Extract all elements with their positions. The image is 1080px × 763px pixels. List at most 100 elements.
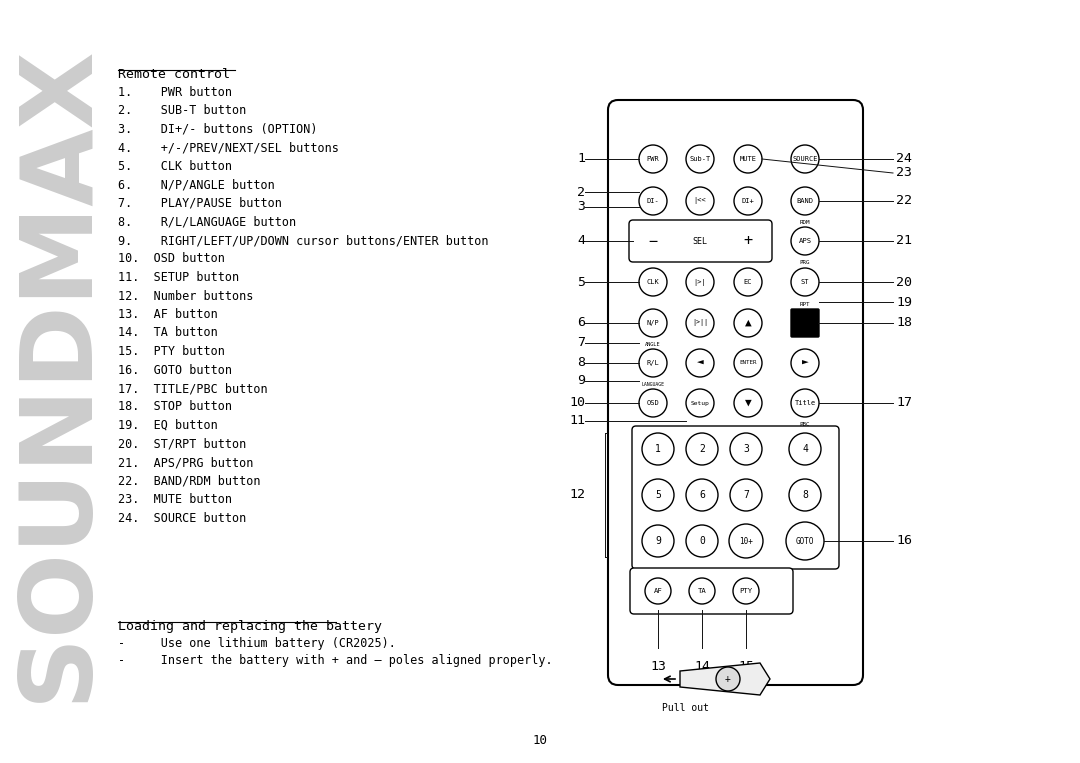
Text: 1: 1 (577, 153, 585, 166)
Circle shape (686, 525, 718, 557)
Circle shape (791, 268, 819, 296)
Text: 2: 2 (577, 185, 585, 198)
Text: 2.    SUB-T button: 2. SUB-T button (118, 105, 246, 118)
Text: 1.    PWR button: 1. PWR button (118, 86, 232, 99)
Text: 11: 11 (569, 414, 585, 427)
Circle shape (686, 268, 714, 296)
Text: −: − (648, 233, 658, 249)
Text: 0: 0 (699, 536, 705, 546)
Text: 24: 24 (896, 153, 912, 166)
Text: N/P: N/P (647, 320, 660, 326)
Text: 23: 23 (896, 166, 912, 179)
Text: TA: TA (698, 588, 706, 594)
Text: -     Use one lithium battery (CR2025).: - Use one lithium battery (CR2025). (118, 637, 396, 650)
Text: 16.  GOTO button: 16. GOTO button (118, 363, 232, 376)
Text: 13.  AF button: 13. AF button (118, 308, 218, 321)
Text: CLK: CLK (647, 279, 660, 285)
Text: OSD: OSD (647, 400, 660, 406)
Text: LANGUAGE: LANGUAGE (642, 382, 664, 387)
Circle shape (734, 268, 762, 296)
Polygon shape (680, 663, 770, 695)
Text: 3: 3 (743, 444, 748, 454)
Circle shape (686, 187, 714, 215)
FancyBboxPatch shape (629, 220, 772, 262)
Text: |>|: |>| (693, 278, 706, 285)
Text: 9: 9 (577, 375, 585, 388)
Text: 19: 19 (896, 295, 912, 308)
Text: ▲: ▲ (744, 318, 752, 328)
Text: ►: ► (801, 358, 808, 368)
Text: MUTE: MUTE (740, 156, 756, 162)
Circle shape (733, 578, 759, 604)
Text: EC: EC (744, 279, 753, 285)
Text: -     Insert the battery with + and – poles aligned properly.: - Insert the battery with + and – poles … (118, 654, 553, 667)
Circle shape (639, 268, 667, 296)
FancyBboxPatch shape (791, 309, 819, 337)
Text: 17: 17 (896, 397, 912, 410)
Text: 21: 21 (896, 234, 912, 247)
Text: BAND: BAND (797, 198, 813, 204)
Circle shape (791, 349, 819, 377)
Text: AF: AF (653, 588, 662, 594)
Text: |>||: |>|| (692, 320, 708, 327)
Circle shape (686, 433, 718, 465)
Text: 2: 2 (699, 444, 705, 454)
Circle shape (639, 309, 667, 337)
Text: ST: ST (800, 279, 809, 285)
Circle shape (789, 433, 821, 465)
Text: 7: 7 (577, 336, 585, 349)
Text: 6.    N/P/ANGLE button: 6. N/P/ANGLE button (118, 179, 274, 192)
Text: 22.  BAND/RDM button: 22. BAND/RDM button (118, 475, 260, 488)
Text: ENTER: ENTER (739, 360, 757, 365)
Text: 24.  SOURCE button: 24. SOURCE button (118, 511, 246, 524)
Circle shape (734, 309, 762, 337)
Text: 23.  MUTE button: 23. MUTE button (118, 493, 232, 506)
FancyBboxPatch shape (608, 100, 863, 685)
Text: 14: 14 (694, 660, 710, 673)
Text: GOTO: GOTO (796, 536, 814, 546)
Text: 5.    CLK button: 5. CLK button (118, 160, 232, 173)
Circle shape (734, 389, 762, 417)
Circle shape (716, 667, 740, 691)
Text: 15.  PTY button: 15. PTY button (118, 345, 225, 358)
FancyBboxPatch shape (632, 426, 839, 569)
Circle shape (689, 578, 715, 604)
Text: 3.    DI+/- buttons (OPTION): 3. DI+/- buttons (OPTION) (118, 123, 318, 136)
Circle shape (729, 524, 762, 558)
Text: 10: 10 (532, 734, 548, 747)
Text: Title: Title (795, 400, 815, 406)
Text: +: + (725, 674, 731, 684)
Circle shape (734, 145, 762, 173)
Text: Loading and replacing the battery: Loading and replacing the battery (118, 620, 382, 633)
Text: 5: 5 (577, 275, 585, 288)
Text: 10.  OSD button: 10. OSD button (118, 253, 225, 266)
Circle shape (686, 145, 714, 173)
Circle shape (639, 145, 667, 173)
Text: 17.  TITLE/PBC button: 17. TITLE/PBC button (118, 382, 268, 395)
Circle shape (639, 389, 667, 417)
Circle shape (734, 187, 762, 215)
Text: RPT: RPT (800, 301, 810, 307)
Circle shape (791, 187, 819, 215)
Circle shape (642, 479, 674, 511)
Text: 4: 4 (802, 444, 808, 454)
Circle shape (686, 349, 714, 377)
Circle shape (642, 525, 674, 557)
Text: 8: 8 (577, 356, 585, 369)
Text: SEL: SEL (692, 237, 707, 246)
Text: 8: 8 (802, 490, 808, 500)
FancyBboxPatch shape (630, 568, 793, 614)
Text: PWR: PWR (647, 156, 660, 162)
Text: 20: 20 (896, 275, 912, 288)
Circle shape (686, 309, 714, 337)
Text: |<<: |<< (693, 198, 706, 204)
Circle shape (791, 227, 819, 255)
Text: DI+: DI+ (742, 198, 754, 204)
Text: DI-: DI- (647, 198, 660, 204)
Text: PBC: PBC (800, 423, 810, 427)
Circle shape (639, 349, 667, 377)
Text: 8.    R/L/LANGUAGE button: 8. R/L/LANGUAGE button (118, 215, 296, 228)
Text: 6: 6 (577, 317, 585, 330)
Circle shape (786, 522, 824, 560)
Circle shape (645, 578, 671, 604)
